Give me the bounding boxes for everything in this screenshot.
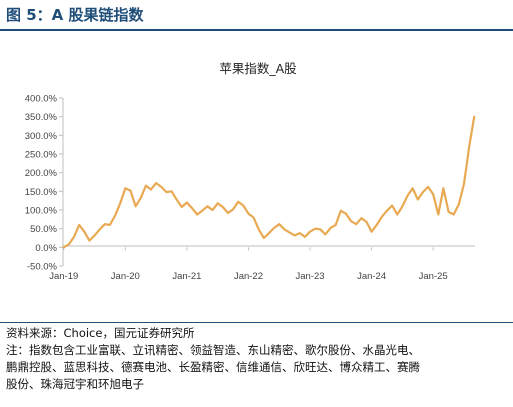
x-tick-label: Jan-19 — [49, 271, 78, 282]
notes-rule — [0, 322, 513, 323]
x-tick-label: Jan-20 — [111, 271, 140, 282]
y-tick-label: 0.0% — [35, 243, 57, 254]
y-tick-label: 200.0% — [25, 168, 58, 179]
y-tick-label: 50.0% — [30, 224, 57, 235]
series-line — [62, 115, 476, 249]
note-line: 鹏鼎控股、蓝思科技、德赛电池、长盈精密、信维通信、欣旺达、博众精工、赛腾 — [6, 360, 420, 374]
x-tick-label: Jan-22 — [234, 271, 263, 282]
x-tick-label: Jan-24 — [357, 271, 386, 282]
y-tick-label: 350.0% — [25, 112, 58, 123]
notes-block: 资料来源：Choice，国元证券研究所 注：指数包含工业富联、立讯精密、领益智造… — [6, 325, 506, 393]
note-line: 股份、珠海冠宇和环旭电子 — [6, 377, 144, 391]
source-text: 资料来源：Choice，国元证券研究所 — [6, 326, 195, 340]
x-tick-label: Jan-23 — [296, 271, 325, 282]
y-axis-ticks: -50.0% 0.0% 50.0% 100.0% 150.0% 200.0% 250.0% 3… — [25, 94, 63, 273]
title-rule — [0, 29, 513, 31]
y-tick-label: 400.0% — [25, 94, 58, 105]
y-tick-label: -50.0% — [27, 262, 58, 273]
note-line: 注：指数包含工业富联、立讯精密、领益智造、东山精密、歌尔股份、水晶光电、 — [6, 343, 420, 357]
x-tick-label: Jan-21 — [172, 271, 201, 282]
x-axis-ticks: Jan-19 Jan-20 Jan-21 Jan-22 Jan-23 Jan-24 Jan-… — [49, 247, 448, 282]
y-tick-label: 150.0% — [25, 187, 58, 198]
y-tick-label: 100.0% — [25, 206, 58, 217]
chart-title: 苹果指数_A股 — [219, 61, 297, 76]
y-tick-label: 250.0% — [25, 150, 58, 161]
x-tick-label: Jan-25 — [419, 271, 448, 282]
y-tick-label: 300.0% — [25, 131, 58, 142]
figure-title: 图 5：A 股果链指数 — [6, 6, 144, 24]
line-chart: 苹果指数_A股 -50.0% 0.0% 50.0% 100.0% 150.0% 200.0… — [25, 61, 476, 282]
